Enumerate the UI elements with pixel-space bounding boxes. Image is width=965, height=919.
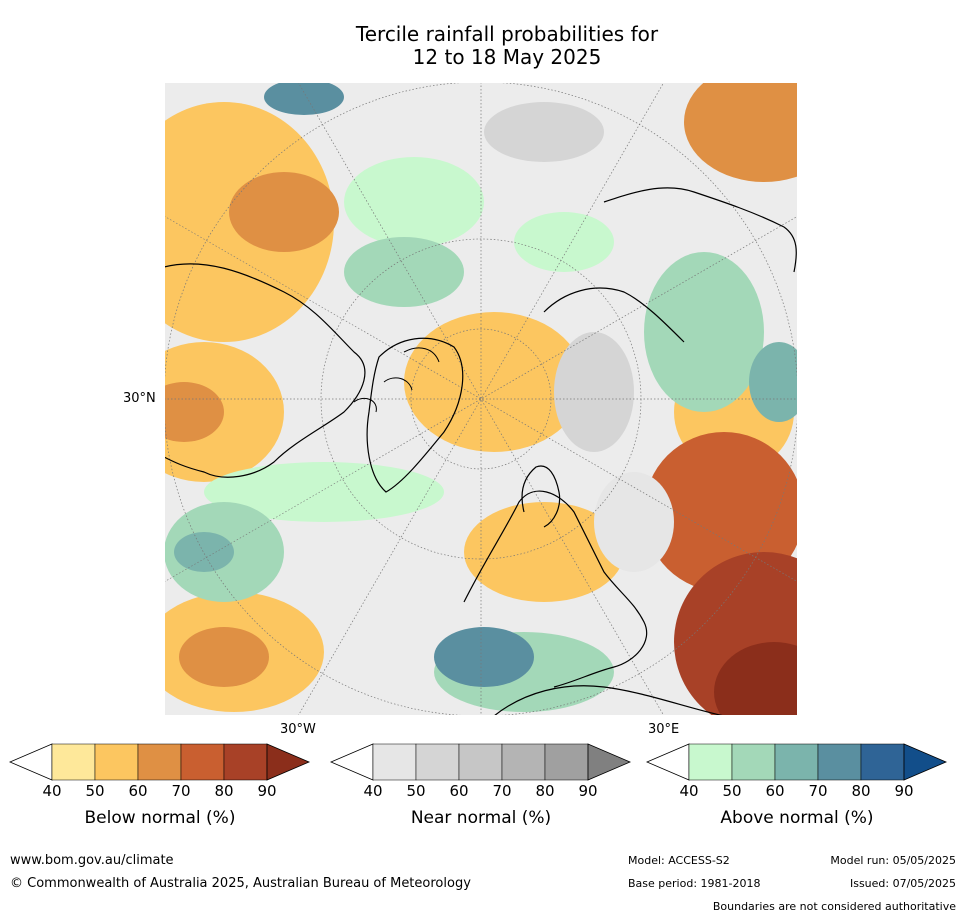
colorbar-segment bbox=[544, 743, 589, 781]
colorbar-extend-low bbox=[329, 743, 374, 781]
near-normal-region bbox=[484, 102, 604, 162]
colorbar-near-normal bbox=[329, 743, 632, 781]
coastline-scandinavia bbox=[521, 465, 561, 528]
colorbar-label-above-normal: Above normal (%) bbox=[720, 808, 874, 828]
colorbar-extend-high bbox=[903, 743, 948, 781]
colorbar-tick-label: 80 bbox=[214, 782, 234, 800]
below-normal-region bbox=[229, 172, 339, 252]
colorbar-segment bbox=[372, 743, 417, 781]
colorbar-segment bbox=[223, 743, 268, 781]
coastline-north-america bbox=[164, 263, 366, 478]
latitude-circle bbox=[410, 328, 552, 470]
colorbar-segment bbox=[774, 743, 819, 781]
below-normal-region bbox=[714, 642, 798, 716]
colorbar-extend-high bbox=[587, 743, 632, 781]
colorbar-extend-low bbox=[8, 743, 53, 781]
above-normal-region bbox=[749, 342, 798, 422]
below-normal-region bbox=[644, 432, 798, 592]
colorbar-segment bbox=[94, 743, 139, 781]
colorbar-tick-label: 80 bbox=[851, 782, 871, 800]
colorbar-tick-label: 80 bbox=[535, 782, 555, 800]
colorbar-segment bbox=[860, 743, 905, 781]
coastline-europe bbox=[463, 490, 648, 688]
colorbar-segment bbox=[415, 743, 460, 781]
colorbar-tick-label: 40 bbox=[42, 782, 62, 800]
below-normal-region bbox=[404, 312, 584, 452]
coastline-arctic-islands bbox=[353, 347, 440, 413]
longitude-line bbox=[164, 215, 798, 583]
above-normal-region bbox=[644, 252, 764, 412]
probability-map bbox=[164, 82, 798, 716]
above-normal-region bbox=[434, 627, 534, 687]
colorbar-segment bbox=[688, 743, 733, 781]
latitude-label: 30°N bbox=[123, 391, 156, 406]
colorbar-segment bbox=[731, 743, 776, 781]
map-title-line2: 12 to 18 May 2025 bbox=[412, 45, 602, 69]
colorbars bbox=[8, 743, 948, 781]
below-normal-region bbox=[684, 82, 798, 182]
colorbar-tick-label: 90 bbox=[257, 782, 277, 800]
coastline-asia bbox=[543, 187, 797, 343]
colorbar-tick-label: 90 bbox=[578, 782, 598, 800]
colorbar-tick-label: 70 bbox=[171, 782, 191, 800]
above-normal-region bbox=[344, 237, 464, 307]
colorbar-tick-label: 50 bbox=[722, 782, 742, 800]
colorbar-tick-label: 90 bbox=[894, 782, 914, 800]
below-normal-region bbox=[179, 627, 269, 687]
above-normal-region bbox=[514, 212, 614, 272]
near-normal-region bbox=[554, 332, 634, 452]
website-link[interactable]: www.bom.gov.au/climate bbox=[10, 853, 174, 868]
model-run-date: Model run: 05/05/2025 bbox=[830, 854, 956, 867]
colorbar-tick-label: 60 bbox=[765, 782, 785, 800]
colorbar-segment bbox=[501, 743, 546, 781]
above-normal-region bbox=[344, 157, 484, 247]
colorbar-tick-label: 40 bbox=[363, 782, 383, 800]
coastline-greenland bbox=[366, 337, 464, 493]
copyright-notice: © Commonwealth of Australia 2025, Austra… bbox=[10, 876, 471, 891]
colorbar-extend-low bbox=[645, 743, 690, 781]
longitude-label-east: 30°E bbox=[648, 722, 680, 737]
near-normal-region bbox=[594, 472, 674, 572]
colorbar-tick-label: 60 bbox=[128, 782, 148, 800]
longitude-line bbox=[297, 82, 665, 716]
colorbar-extend-high bbox=[266, 743, 311, 781]
colorbar-segment bbox=[51, 743, 96, 781]
longitude-line bbox=[164, 215, 798, 583]
boundaries-disclaimer: Boundaries are not considered authoritat… bbox=[712, 900, 956, 913]
colorbar-tick-label: 40 bbox=[679, 782, 699, 800]
issued-date: Issued: 07/05/2025 bbox=[849, 877, 956, 890]
colorbar-tick-label: 50 bbox=[406, 782, 426, 800]
colorbar-tick-label: 70 bbox=[808, 782, 828, 800]
colorbar-segment bbox=[137, 743, 182, 781]
above-normal-region bbox=[204, 462, 444, 522]
coastline-africa bbox=[493, 685, 725, 716]
colorbar-above-normal bbox=[645, 743, 948, 781]
map-title-line1: Tercile rainfall probabilities for bbox=[355, 22, 659, 46]
colorbar-segment bbox=[817, 743, 862, 781]
below-normal-region bbox=[164, 382, 224, 442]
colorbar-below-normal bbox=[8, 743, 311, 781]
model-name: Model: ACCESS-S2 bbox=[628, 854, 730, 867]
longitude-label-west: 30°W bbox=[280, 722, 316, 737]
above-normal-region bbox=[174, 532, 234, 572]
colorbar-tick-label: 70 bbox=[492, 782, 512, 800]
above-normal-region bbox=[264, 82, 344, 115]
colorbar-tick-label: 50 bbox=[85, 782, 105, 800]
base-period: Base period: 1981-2018 bbox=[628, 877, 761, 890]
colorbar-tick-label: 60 bbox=[449, 782, 469, 800]
colorbar-label-below-normal: Below normal (%) bbox=[84, 808, 236, 828]
longitude-line bbox=[297, 82, 665, 716]
colorbar-segment bbox=[458, 743, 503, 781]
colorbar-label-near-normal: Near normal (%) bbox=[410, 808, 552, 828]
colorbar-segment bbox=[180, 743, 225, 781]
